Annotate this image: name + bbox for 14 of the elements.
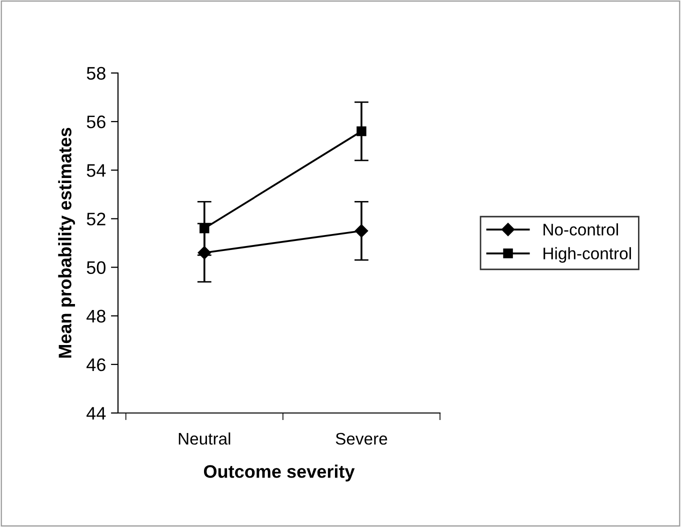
y-tick-label: 58: [86, 66, 106, 80]
x-axis-title: Outcome severity: [204, 464, 355, 482]
y-tick-label: 48: [86, 310, 106, 323]
y-tick-label: 52: [86, 212, 106, 226]
legend-label: High-control: [544, 247, 631, 263]
legend-label: No-control: [544, 223, 618, 236]
y-axis-title: Mean probability estimates: [58, 128, 75, 358]
y-tick-label: 50: [86, 261, 106, 274]
y-tick-label: 46: [86, 358, 106, 372]
y-tick-label: 56: [86, 116, 106, 128]
y-tick-label: 44: [86, 407, 106, 420]
y-tick-label: 54: [86, 164, 106, 177]
x-tick-label: Neutral: [178, 432, 230, 445]
x-tick-label: Severe: [336, 432, 388, 445]
